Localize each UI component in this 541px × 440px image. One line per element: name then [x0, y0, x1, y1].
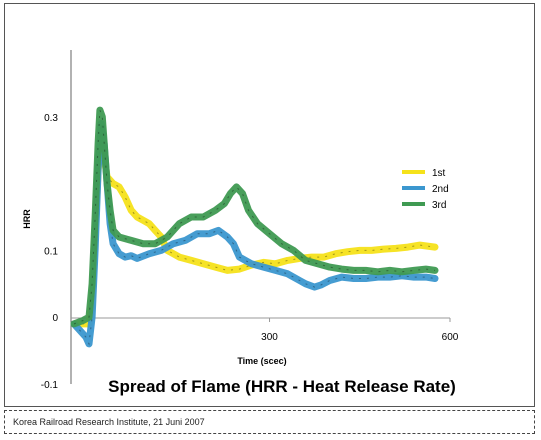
x-tick-label: 300 [261, 332, 278, 343]
series-line-3rd [70, 106, 439, 328]
x-tick-labels: 300 600 [261, 318, 459, 343]
series-layer [70, 106, 439, 348]
y-tick-labels: -0.1 0 0.1 0.3 [41, 113, 59, 391]
chart-title: Spread of Flame (HRR - Heat Release Rate… [108, 377, 456, 396]
x-tick-label: 600 [442, 332, 459, 343]
y-axis-title: HRR [22, 209, 32, 229]
series-line-2nd [70, 120, 439, 348]
legend-label-3rd: 3rd [432, 200, 446, 211]
series-line-1st [70, 133, 439, 328]
x-axis-title: Time (scec) [237, 356, 286, 366]
source-caption-text: Korea Railroad Research Institute, 21 Ju… [13, 417, 205, 427]
legend-label-1st: 1st [432, 168, 446, 179]
source-caption: Korea Railroad Research Institute, 21 Ju… [4, 410, 535, 434]
series-marker-trace-2nd [73, 123, 436, 346]
legend-label-2nd: 2nd [432, 184, 449, 195]
y-tick-label: 0.1 [44, 246, 58, 257]
y-tick-label: 0 [52, 313, 58, 324]
legend: 1st 2nd 3rd [402, 168, 449, 211]
y-tick-label: -0.1 [41, 380, 59, 391]
y-tick-label: 0.3 [44, 113, 58, 124]
series-marker-trace-1st [74, 136, 436, 325]
series-marker-trace-3rd [73, 109, 436, 325]
hrr-line-chart: -0.1 0 0.1 0.3 300 600 HRR Time (scec) 1st 2n… [22, 50, 459, 396]
